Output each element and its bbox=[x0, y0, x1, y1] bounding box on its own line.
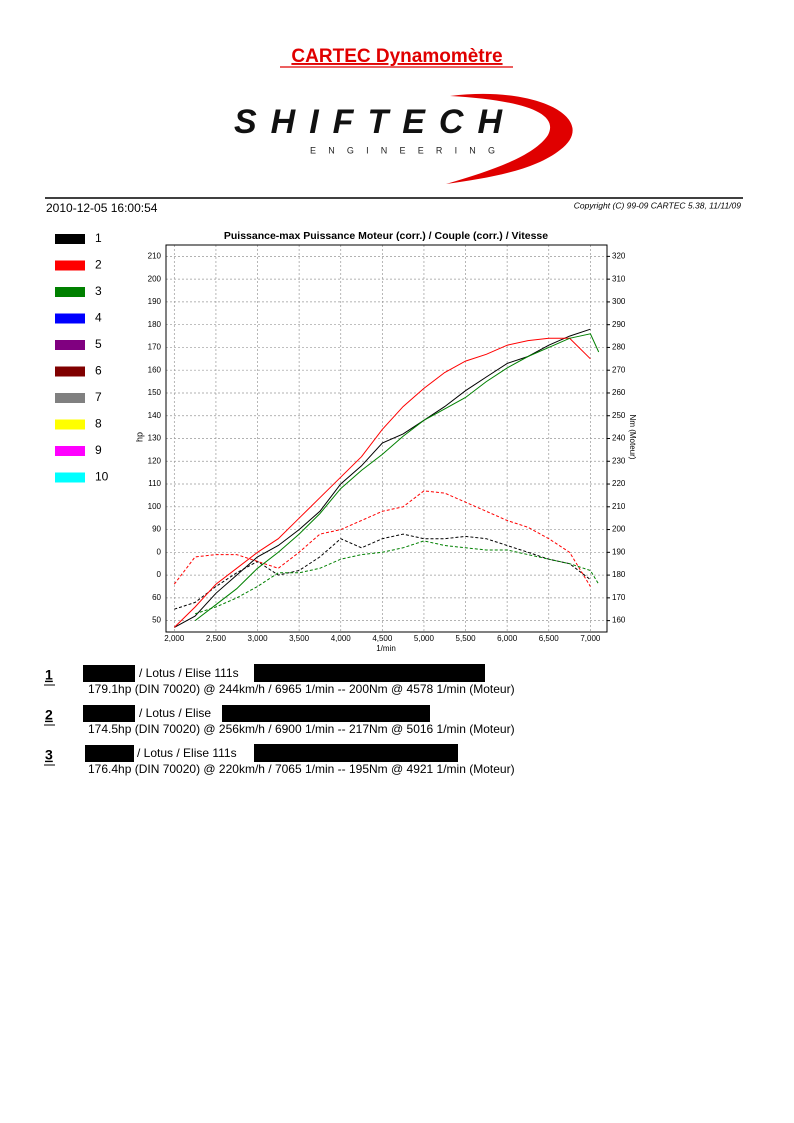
legend-swatch bbox=[55, 446, 85, 456]
y2-tick-label: 210 bbox=[612, 502, 626, 511]
y-tick-label: 140 bbox=[148, 411, 162, 420]
x-tick-label: 2,000 bbox=[164, 634, 185, 643]
redaction bbox=[254, 744, 458, 762]
run-model: / Lotus / Elise 111s bbox=[137, 746, 237, 760]
x-tick-label: 3,000 bbox=[248, 634, 269, 643]
run-number: 3 bbox=[45, 747, 53, 763]
legend-swatch bbox=[55, 366, 85, 377]
y2-tick-label: 240 bbox=[612, 434, 626, 443]
logo-text: SHIFTECH bbox=[234, 103, 503, 141]
run-detail: 176.4hp (DIN 70020) @ 220km/h / 7065 1/m… bbox=[88, 762, 515, 776]
x-tick-label: 5,000 bbox=[414, 634, 435, 643]
legend-label: 6 bbox=[95, 364, 102, 378]
run-number: 1 bbox=[45, 667, 53, 683]
legend-swatch bbox=[55, 313, 85, 324]
legend-label: 5 bbox=[95, 337, 102, 351]
legend-label: 2 bbox=[95, 258, 102, 272]
page-title: CARTEC Dynamomètre bbox=[291, 46, 502, 67]
x-tick-label: 4,000 bbox=[331, 634, 352, 643]
y2-tick-label: 200 bbox=[612, 525, 626, 534]
y-tick-label: 150 bbox=[148, 388, 162, 397]
logo-subtext: E N G I N E E R I N G bbox=[310, 145, 495, 155]
y2-tick-label: 280 bbox=[612, 343, 626, 352]
legend-swatch bbox=[55, 472, 85, 483]
x-tick-label: 3,500 bbox=[289, 634, 310, 643]
legend-swatch bbox=[55, 260, 85, 271]
y2-tick-label: 220 bbox=[612, 479, 626, 488]
y2-tick-label: 190 bbox=[612, 547, 626, 556]
legend-label: 8 bbox=[95, 417, 102, 431]
y2-tick-label: 320 bbox=[612, 251, 626, 260]
legend-label: 7 bbox=[95, 390, 102, 404]
x-tick-label: 6,000 bbox=[497, 634, 518, 643]
copyright: Copyright (C) 99-09 CARTEC 5.38, 11/11/0… bbox=[574, 200, 742, 210]
chart-title: Puissance-max Puissance Moteur (corr.) /… bbox=[224, 230, 548, 242]
legend-swatch bbox=[55, 340, 85, 350]
y-tick-label: 0 bbox=[157, 570, 162, 579]
y2-tick-label: 160 bbox=[612, 616, 626, 625]
y-tick-label: 170 bbox=[148, 343, 162, 352]
y2-tick-label: 260 bbox=[612, 388, 626, 397]
redaction bbox=[83, 665, 135, 682]
run-number: 2 bbox=[45, 707, 53, 723]
y-tick-label: 100 bbox=[148, 502, 162, 511]
redaction bbox=[254, 664, 485, 682]
y2-tick-label: 230 bbox=[612, 456, 626, 465]
redaction bbox=[222, 705, 430, 722]
torque-line bbox=[173, 490, 591, 587]
y2-tick-label: 290 bbox=[612, 320, 626, 329]
x-tick-label: 2,500 bbox=[206, 634, 227, 643]
y-tick-label: 110 bbox=[148, 479, 161, 488]
x-axis-label: 1/min bbox=[376, 644, 396, 653]
x-tick-label: 5,500 bbox=[456, 634, 477, 643]
legend-label: 1 bbox=[95, 231, 102, 245]
y-tick-label: 90 bbox=[152, 525, 161, 534]
y-axis-label: hp bbox=[134, 432, 144, 442]
redaction bbox=[83, 705, 135, 722]
y2-tick-label: 300 bbox=[612, 297, 626, 306]
plot-frame bbox=[165, 244, 608, 633]
y-tick-label: 120 bbox=[148, 456, 162, 465]
y-tick-label: 180 bbox=[148, 320, 162, 329]
y-tick-label: 0 bbox=[157, 547, 162, 556]
run-detail: 179.1hp (DIN 70020) @ 244km/h / 6965 1/m… bbox=[88, 682, 515, 696]
legend-label: 3 bbox=[95, 284, 102, 298]
run-model: / Lotus / Elise 111s bbox=[139, 666, 239, 680]
y2-tick-label: 180 bbox=[612, 570, 626, 579]
legend-label: 4 bbox=[95, 311, 102, 325]
legend-label: 9 bbox=[95, 443, 102, 457]
legend-swatch bbox=[55, 287, 85, 297]
legend-swatch bbox=[55, 393, 85, 403]
power-line bbox=[194, 333, 600, 621]
x-tick-label: 4,500 bbox=[372, 634, 393, 643]
power-line bbox=[173, 337, 591, 628]
y-tick-label: 60 bbox=[152, 593, 161, 602]
y-tick-label: 130 bbox=[148, 434, 162, 443]
y-tick-label: 160 bbox=[148, 365, 162, 374]
date: 2010-12-05 16:00:54 bbox=[46, 201, 158, 215]
x-tick-label: 6,500 bbox=[539, 634, 560, 643]
y2-axis-label: Nm (Moteur) bbox=[628, 415, 637, 460]
y-tick-label: 210 bbox=[148, 251, 162, 260]
y2-tick-label: 270 bbox=[612, 365, 626, 374]
y-tick-label: 50 bbox=[152, 616, 161, 625]
torque-line bbox=[174, 533, 591, 610]
y-tick-label: 190 bbox=[148, 297, 162, 306]
torque-line bbox=[194, 540, 600, 615]
run-detail: 174.5hp (DIN 70020) @ 256km/h / 6900 1/m… bbox=[88, 722, 515, 736]
y2-tick-label: 310 bbox=[612, 274, 626, 283]
x-tick-label: 7,000 bbox=[580, 634, 601, 643]
legend-swatch bbox=[55, 419, 85, 430]
redaction bbox=[85, 745, 134, 762]
y-tick-label: 200 bbox=[148, 274, 162, 283]
run-model: / Lotus / Elise bbox=[139, 706, 211, 720]
y2-tick-label: 170 bbox=[612, 593, 626, 602]
logo-swoosh bbox=[446, 93, 573, 184]
legend-label: 10 bbox=[95, 470, 109, 484]
y2-tick-label: 250 bbox=[612, 411, 626, 420]
legend-swatch bbox=[55, 234, 85, 244]
